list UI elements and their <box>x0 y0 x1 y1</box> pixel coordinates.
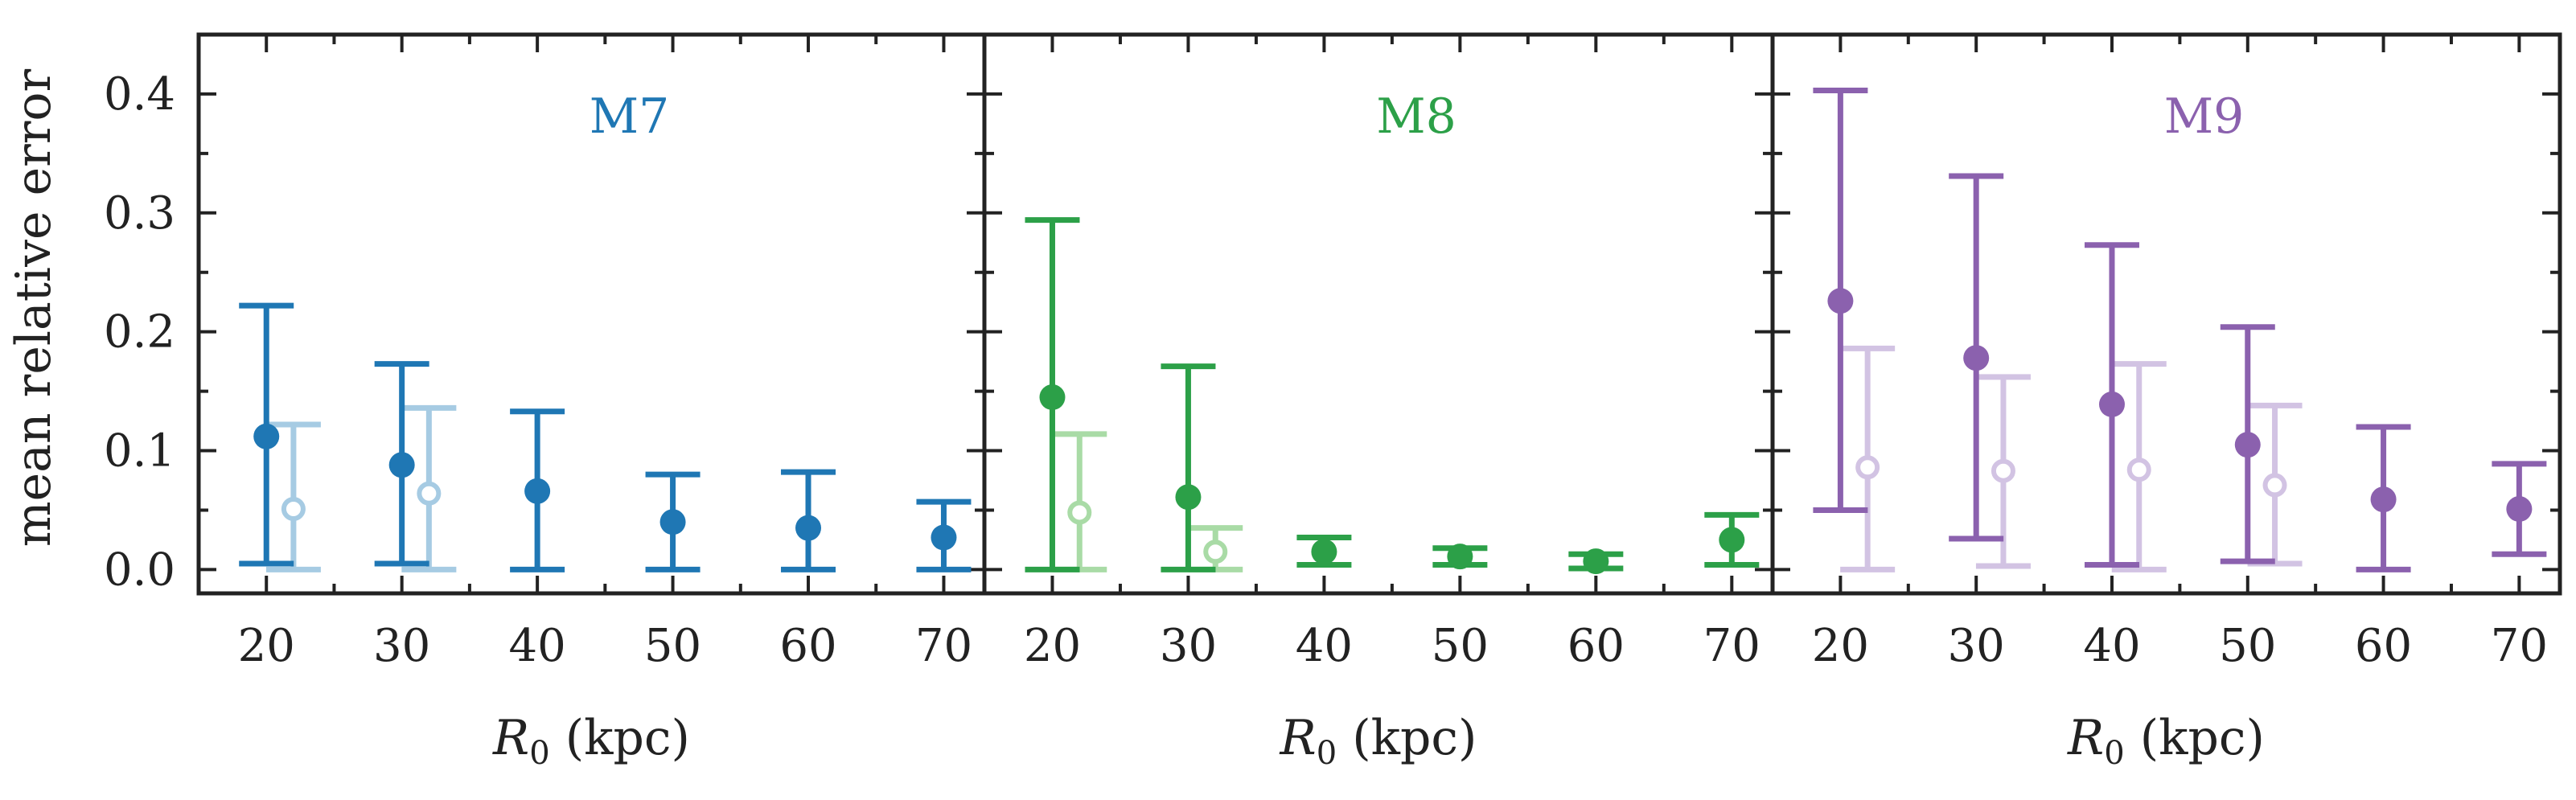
data-point <box>659 509 686 535</box>
data-point <box>1447 544 1473 570</box>
x-tick-label: 50 <box>2219 620 2276 672</box>
panel-label: M7 <box>590 88 670 145</box>
data-point <box>931 524 957 551</box>
x-axis-subscript: 0 <box>529 735 549 772</box>
y-tick-label: 0.1 <box>104 425 175 478</box>
data-point-open <box>1203 539 1228 564</box>
data-point <box>253 423 280 449</box>
panel-m7: 20 30 40 50 60 70 R0 (kpc) M7 <box>196 32 987 772</box>
x-axis-subscript: 0 <box>1317 735 1337 772</box>
panel-label: M9 <box>2164 88 2245 145</box>
series-open <box>265 404 457 572</box>
data-point <box>1175 484 1202 511</box>
data-point <box>1719 527 1745 553</box>
data-point <box>1583 548 1609 575</box>
x-tick-label: 20 <box>1024 620 1081 672</box>
data-point <box>388 452 415 478</box>
data-point <box>2370 486 2397 513</box>
x-tick-label: 20 <box>238 620 295 672</box>
series-filled <box>1813 88 2547 572</box>
data-point-open <box>1855 455 1880 480</box>
x-axis-unit: (kpc) <box>550 710 690 766</box>
x-tick-label: 30 <box>1948 620 2005 672</box>
x-axis-symbol: R <box>1280 710 1317 766</box>
y-tick-label: 0.2 <box>104 306 175 359</box>
x-tick-label: 70 <box>2491 620 2548 672</box>
data-point <box>524 478 551 504</box>
x-tick-label: 60 <box>779 620 836 672</box>
x-tick-label: 50 <box>644 620 701 672</box>
data-point <box>1827 288 1854 314</box>
x-tick-label: 30 <box>373 620 430 672</box>
x-axis-unit: (kpc) <box>1337 710 1477 766</box>
panel-label: M8 <box>1376 88 1456 145</box>
y-tick-label: 0.0 <box>104 544 175 596</box>
data-point-open <box>2262 473 2287 498</box>
data-point-open <box>1067 500 1092 525</box>
data-point-open <box>1991 458 2015 483</box>
data-point <box>1311 539 1337 565</box>
x-tick-label: 40 <box>2083 620 2140 672</box>
x-axis-unit: (kpc) <box>2125 710 2265 766</box>
x-tick-label: 60 <box>1567 620 1625 672</box>
x-axis-label: R0 (kpc) <box>492 710 690 772</box>
x-axis-subscript: 0 <box>2104 735 2124 772</box>
x-axis-label: R0 (kpc) <box>2067 710 2265 772</box>
x-tick-label: 70 <box>1703 620 1760 672</box>
data-point <box>2234 432 2261 458</box>
y-axis-label: mean relative error <box>6 68 62 547</box>
x-tick-label: 50 <box>1432 620 1489 672</box>
series-filled <box>239 302 972 572</box>
series-open <box>1840 345 2303 572</box>
series-filled <box>1025 217 1760 575</box>
x-axis-symbol: R <box>492 710 529 766</box>
data-point <box>2506 496 2533 523</box>
data-point <box>795 515 822 541</box>
y-tick-label: 0.4 <box>104 68 175 121</box>
panel-m8: 20 30 40 50 60 70 R0 (kpc) M8 <box>982 32 1775 772</box>
data-point-open <box>281 497 306 522</box>
data-point <box>1039 384 1066 411</box>
x-tick-label: 70 <box>915 620 972 672</box>
x-tick-label: 60 <box>2355 620 2412 672</box>
x-tick-label: 40 <box>1296 620 1353 672</box>
series-open <box>1052 431 1243 572</box>
data-point-open <box>2126 457 2151 482</box>
plot-frame <box>1770 32 2562 596</box>
data-point <box>2098 391 2125 417</box>
data-point <box>1963 345 1990 371</box>
y-tick-label: 0.3 <box>104 187 175 240</box>
x-axis-symbol: R <box>2067 710 2104 766</box>
x-tick-label: 30 <box>1160 620 1217 672</box>
panel-m9: 20 30 40 50 60 70 R0 (kpc) M9 <box>1770 32 2562 772</box>
data-point-open <box>417 481 442 506</box>
x-axis-label: R0 (kpc) <box>1280 710 1477 772</box>
x-tick-label: 20 <box>1812 620 1869 672</box>
x-tick-label: 40 <box>508 620 565 672</box>
